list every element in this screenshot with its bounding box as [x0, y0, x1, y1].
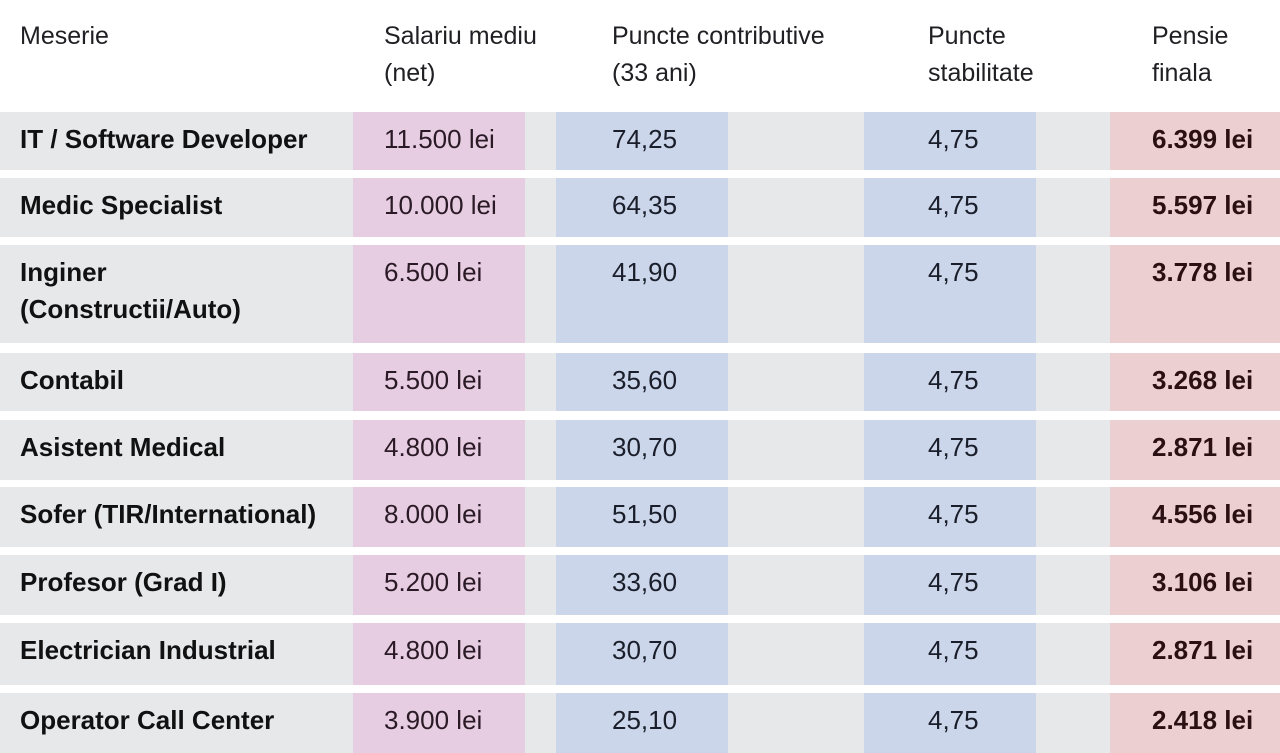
final-pension-cell: 5.597 lei — [1152, 190, 1254, 220]
column-highlight — [353, 178, 525, 237]
salary-cell: 10.000 lei — [384, 190, 497, 220]
stability-points-cell: 4,75 — [928, 705, 979, 735]
final-pension-cell: 4.556 lei — [1152, 499, 1254, 529]
column-highlight — [353, 112, 525, 170]
header-salary: Salariu mediu (net) — [384, 22, 537, 87]
contributive-points-cell: 25,10 — [612, 705, 678, 735]
column-highlight — [556, 555, 728, 615]
header-occupation: Meserie — [20, 22, 109, 50]
final-pension-cell: 2.418 lei — [1152, 705, 1254, 735]
table-row: Sofer (TIR/International) 8.000 lei 51,50 4… — [0, 487, 1280, 547]
occupation-cell: Inginer (Constructii/Auto) — [20, 257, 241, 324]
header-stability-points: Puncte stabilitate — [928, 22, 1034, 87]
occupation-cell: Operator Call Center — [20, 705, 275, 735]
salary-cell: 5.500 lei — [384, 365, 483, 395]
salary-cell: 4.800 lei — [384, 432, 483, 462]
stability-points-cell: 4,75 — [928, 365, 979, 395]
column-highlight — [556, 112, 728, 170]
column-highlight — [556, 487, 728, 547]
occupation-cell: Contabil — [20, 365, 124, 395]
column-highlight — [556, 623, 728, 685]
column-highlight — [556, 353, 728, 411]
contributive-points-cell: 74,25 — [612, 124, 678, 154]
contributive-points-cell: 41,90 — [612, 257, 678, 287]
column-highlight — [556, 245, 728, 343]
column-highlight — [864, 245, 1036, 343]
occupation-cell: Sofer (TIR/International) — [20, 499, 317, 529]
column-highlight — [1110, 623, 1280, 685]
column-highlight — [353, 555, 525, 615]
column-highlight — [1110, 487, 1280, 547]
occupation-cell: Profesor (Grad I) — [20, 567, 227, 597]
occupation-cell: Asistent Medical — [20, 432, 226, 462]
salary-cell: 6.500 lei — [384, 257, 483, 287]
column-highlight — [1110, 555, 1280, 615]
contributive-points-cell: 35,60 — [612, 365, 678, 395]
column-highlight — [864, 353, 1036, 411]
column-highlight — [864, 420, 1036, 480]
stability-points-cell: 4,75 — [928, 432, 979, 462]
column-highlight — [864, 112, 1036, 170]
column-highlight — [353, 353, 525, 411]
salary-cell: 8.000 lei — [384, 499, 483, 529]
stability-points-cell: 4,75 — [928, 499, 979, 529]
salary-cell: 11.500 lei — [384, 124, 495, 154]
contributive-points-cell: 33,60 — [612, 567, 678, 597]
table-row: Asistent Medical 4.800 lei 30,70 4,75 2.871 … — [0, 420, 1280, 480]
column-highlight — [864, 555, 1036, 615]
contributive-points-cell: 51,50 — [612, 499, 678, 529]
column-highlight — [864, 487, 1036, 547]
table-row: Contabil 5.500 lei 35,60 4,75 3.268 lei — [0, 353, 1280, 411]
stability-points-cell: 4,75 — [928, 635, 979, 665]
column-highlight — [1110, 178, 1280, 237]
final-pension-cell: 6.399 lei — [1152, 124, 1254, 154]
table-row: Inginer (Constructii/Auto) 6.500 lei 41,90 4… — [0, 245, 1280, 343]
column-highlight — [353, 245, 525, 343]
salary-cell: 4.800 lei — [384, 635, 483, 665]
column-highlight — [556, 420, 728, 480]
contributive-points-cell: 64,35 — [612, 190, 678, 220]
column-highlight — [1110, 353, 1280, 411]
occupation-cell: Medic Specialist — [20, 190, 223, 220]
header-contributive-points: Puncte contributive (33 ani) — [612, 22, 825, 87]
column-highlight — [1110, 245, 1280, 343]
table-row: Profesor (Grad I) 5.200 lei 33,60 4,75 3.106… — [0, 555, 1280, 615]
column-highlight — [556, 178, 728, 237]
stability-points-cell: 4,75 — [928, 124, 979, 154]
final-pension-cell: 3.778 lei — [1152, 257, 1254, 287]
salary-cell: 5.200 lei — [384, 567, 483, 597]
column-highlight — [1110, 112, 1280, 170]
occupation-cell: Electrician Industrial — [20, 635, 276, 665]
column-highlight — [1110, 420, 1280, 480]
column-highlight — [864, 623, 1036, 685]
final-pension-cell: 3.106 lei — [1152, 567, 1254, 597]
table-row: Medic Specialist 10.000 lei 64,35 4,75 5.597… — [0, 178, 1280, 237]
final-pension-cell: 2.871 lei — [1152, 432, 1254, 462]
contributive-points-cell: 30,70 — [612, 635, 678, 665]
stability-points-cell: 4,75 — [928, 567, 979, 597]
salary-cell: 3.900 lei — [384, 705, 483, 735]
stability-points-cell: 4,75 — [928, 190, 979, 220]
table-row: Operator Call Center 3.900 lei 25,10 4,75 2.… — [0, 693, 1280, 753]
contributive-points-cell: 30,70 — [612, 432, 678, 462]
occupation-cell: IT / Software Developer — [20, 124, 308, 154]
header-final-pension: Pensie finala — [1152, 22, 1229, 87]
column-highlight — [353, 420, 525, 480]
column-highlight — [353, 487, 525, 547]
final-pension-cell: 3.268 lei — [1152, 365, 1254, 395]
final-pension-cell: 2.871 lei — [1152, 635, 1254, 665]
column-highlight — [353, 623, 525, 685]
table-row: Electrician Industrial 4.800 lei 30,70 4,75… — [0, 623, 1280, 685]
table-header: Meserie Salariu mediu (net) Puncte contri… — [0, 0, 1280, 110]
stability-points-cell: 4,75 — [928, 257, 979, 287]
table-row: IT / Software Developer 11.500 lei 74,25 4,… — [0, 112, 1280, 170]
column-highlight — [864, 178, 1036, 237]
